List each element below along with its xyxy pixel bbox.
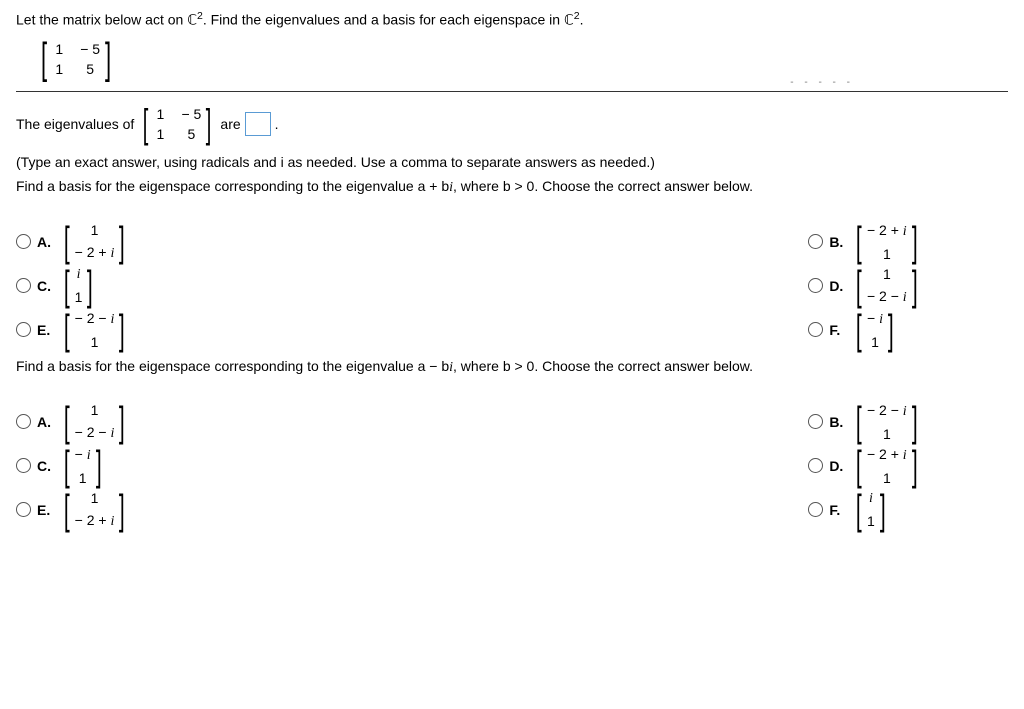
q1-option-c[interactable]: C. [ i1 ] — [16, 266, 176, 306]
ellipsis-dots: - - - - - — [790, 77, 854, 88]
option-label: E. — [37, 502, 55, 518]
vector: [ − i1 ] — [61, 446, 104, 486]
radio-icon — [808, 458, 823, 473]
vector: [ − 2 − i1 ] — [61, 310, 128, 350]
q2-option-a[interactable]: A. [ 1− 2 − i ] — [16, 402, 176, 442]
vector: [ − 2 + i1 ] — [853, 222, 920, 262]
q1-option-a[interactable]: A. [ 1− 2 + i ] — [16, 222, 176, 262]
radio-icon — [16, 502, 31, 517]
vector: [ 1− 2 − i ] — [853, 266, 920, 306]
option-label: F. — [829, 322, 847, 338]
radio-icon — [808, 322, 823, 337]
q1-option-d[interactable]: D. [ 1− 2 − i ] — [808, 266, 968, 306]
eigenvalue-prompt: The eigenvalues of [ 1 1 − 5 5 ] are . — [16, 102, 1008, 146]
q2-option-d[interactable]: D. [ − 2 + i1 ] — [808, 446, 968, 486]
vector: [ i1 ] — [61, 267, 96, 305]
q2-option-e[interactable]: E. [ 1− 2 + i ] — [16, 490, 176, 530]
radio-icon — [16, 278, 31, 293]
vector: [ − i1 ] — [853, 310, 896, 350]
option-label: D. — [829, 458, 847, 474]
radio-icon — [808, 278, 823, 293]
vector: [ 1− 2 − i ] — [61, 402, 128, 442]
radio-icon — [16, 414, 31, 429]
option-label: A. — [37, 414, 55, 430]
divider — [16, 91, 1008, 92]
radio-icon — [16, 458, 31, 473]
q2-option-c[interactable]: C. [ − i1 ] — [16, 446, 176, 486]
q2-option-b[interactable]: B. [ − 2 − i1 ] — [808, 402, 968, 442]
radio-icon — [808, 414, 823, 429]
eigenvalue-input[interactable] — [245, 112, 271, 136]
q2-option-f[interactable]: F. [ i1 ] — [808, 490, 968, 530]
question-1: Find a basis for the eigenspace correspo… — [16, 178, 1008, 196]
hint-text: (Type an exact answer, using radicals an… — [16, 154, 1008, 170]
option-label: C. — [37, 278, 55, 294]
option-label: D. — [829, 278, 847, 294]
vector: [ − 2 − i1 ] — [853, 402, 920, 442]
problem-matrix: [ 1 1 − 5 5 ] — [36, 37, 1008, 81]
radio-icon — [16, 234, 31, 249]
option-label: B. — [829, 234, 847, 250]
radio-icon — [808, 502, 823, 517]
vector: [ − 2 + i1 ] — [853, 446, 920, 486]
vector: [ i1 ] — [853, 491, 888, 529]
vector: [ 1− 2 + i ] — [61, 490, 128, 530]
option-label: E. — [37, 322, 55, 338]
option-label: B. — [829, 414, 847, 430]
option-label: A. — [37, 234, 55, 250]
q1-option-b[interactable]: B. [ − 2 + i1 ] — [808, 222, 968, 262]
option-label: F. — [829, 502, 847, 518]
radio-icon — [16, 322, 31, 337]
question-2: Find a basis for the eigenspace correspo… — [16, 358, 1008, 376]
problem-statement: Let the matrix below act on ℂ2. Find the… — [16, 10, 1008, 29]
option-label: C. — [37, 458, 55, 474]
q1-option-f[interactable]: F. [ − i1 ] — [808, 310, 968, 350]
vector: [ 1− 2 + i ] — [61, 222, 128, 262]
q1-option-e[interactable]: E. [ − 2 − i1 ] — [16, 310, 176, 350]
radio-icon — [808, 234, 823, 249]
